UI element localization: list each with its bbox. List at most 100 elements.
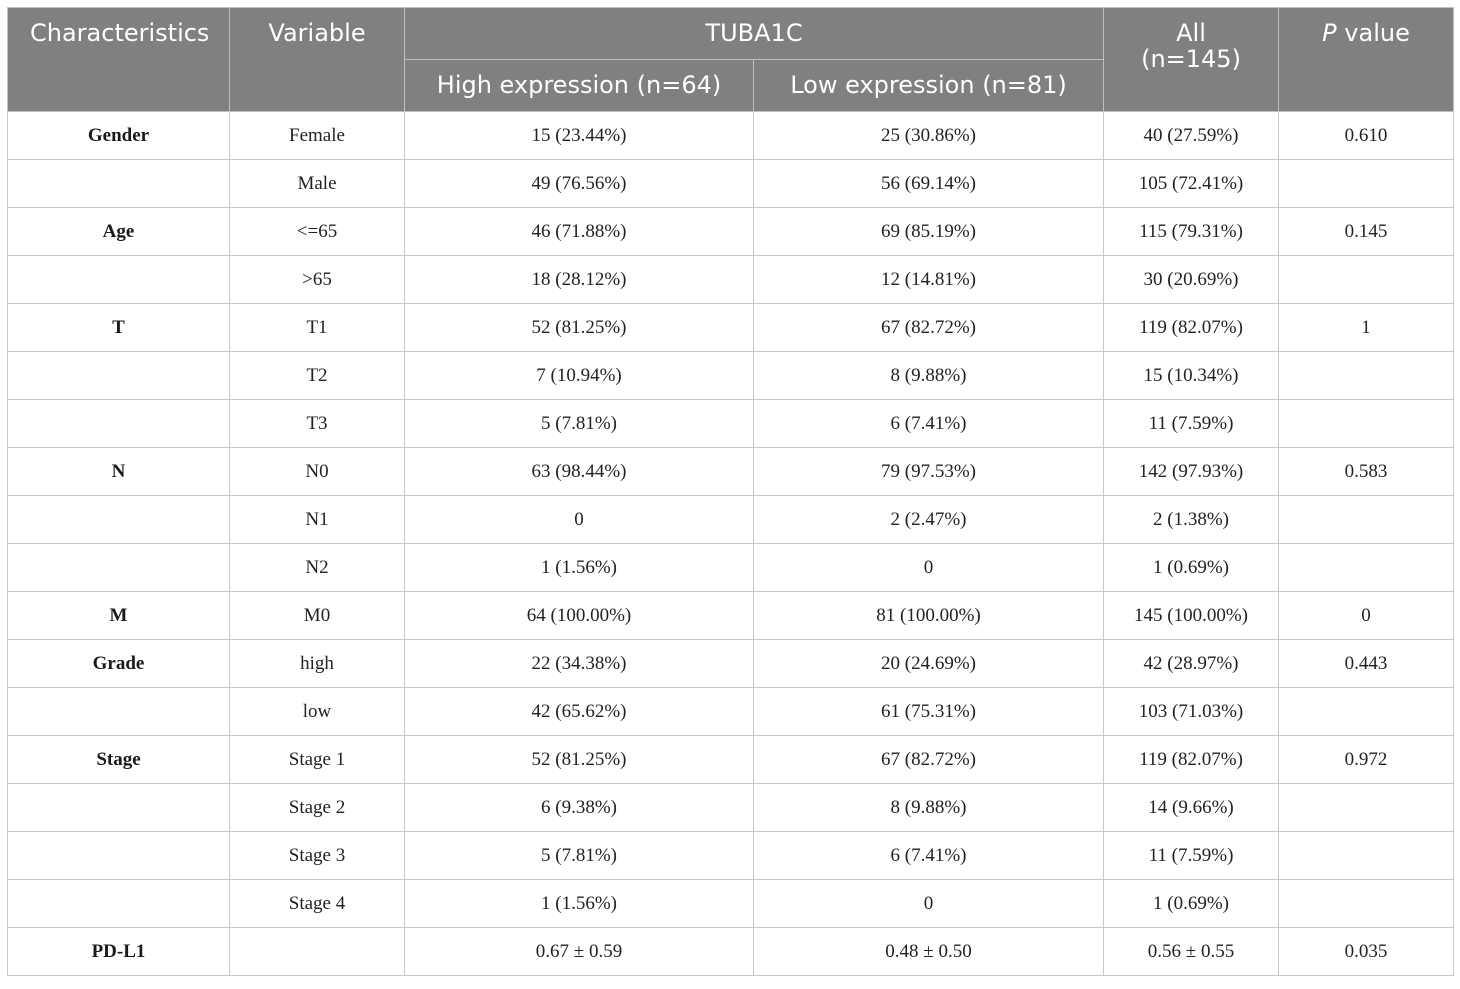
cell-low-expression: 6 (7.41%) — [752, 399, 1105, 448]
header-all: All (n=145) — [1103, 7, 1280, 112]
table-row: Gender Female 15 (23.44%) 25 (30.86%) 40 (27… — [7, 111, 1455, 160]
cell-characteristic — [7, 351, 230, 400]
cell-low-expression: 6 (7.41%) — [752, 831, 1105, 880]
cell-variable: low — [229, 687, 405, 736]
header-all-line2: (n=145) — [1141, 45, 1241, 74]
cell-characteristic — [7, 687, 230, 736]
table-header: Characteristics Variable TUBA1C All (n=1… — [7, 7, 1455, 112]
cell-characteristic — [7, 831, 230, 880]
table-row: Stage Stage 1 52 (81.25%) 67 (82.72%) 119 (8… — [7, 735, 1455, 784]
cell-characteristic — [7, 255, 230, 304]
cell-high-expression: 1 (1.56%) — [404, 879, 754, 928]
header-p-value-italic: P — [1322, 19, 1337, 47]
cell-variable: high — [229, 639, 405, 688]
table-row: Male 49 (76.56%) 56 (69.14%) 105 (72.41%) — [7, 159, 1455, 208]
cell-low-expression: 8 (9.88%) — [752, 783, 1105, 832]
cell-p-value — [1278, 687, 1455, 736]
cell-all: 11 (7.59%) — [1103, 831, 1280, 880]
cell-all: 105 (72.41%) — [1103, 159, 1280, 208]
cell-characteristic — [7, 879, 230, 928]
cell-all: 115 (79.31%) — [1103, 207, 1280, 256]
cell-all: 142 (97.93%) — [1103, 447, 1280, 496]
cell-high-expression: 5 (7.81%) — [404, 831, 754, 880]
header-high-expression: High expression (n=64) — [404, 59, 754, 112]
cell-characteristic — [7, 159, 230, 208]
cell-low-expression: 12 (14.81%) — [752, 255, 1105, 304]
cell-low-expression: 25 (30.86%) — [752, 111, 1105, 160]
cell-high-expression: 0 — [404, 495, 754, 544]
cell-all: 14 (9.66%) — [1103, 783, 1280, 832]
cell-characteristic: N — [7, 447, 230, 496]
cell-low-expression: 61 (75.31%) — [752, 687, 1105, 736]
cell-low-expression: 0 — [752, 543, 1105, 592]
cell-variable: Stage 1 — [229, 735, 405, 784]
cell-p-value: 0 — [1278, 591, 1455, 640]
cell-all: 119 (82.07%) — [1103, 303, 1280, 352]
cell-low-expression: 0 — [752, 879, 1105, 928]
cell-variable: <=65 — [229, 207, 405, 256]
cell-high-expression: 42 (65.62%) — [404, 687, 754, 736]
cell-high-expression: 5 (7.81%) — [404, 399, 754, 448]
cell-characteristic: T — [7, 303, 230, 352]
cell-p-value: 0.972 — [1278, 735, 1455, 784]
cell-variable: N0 — [229, 447, 405, 496]
cell-variable: Stage 2 — [229, 783, 405, 832]
cell-high-expression: 46 (71.88%) — [404, 207, 754, 256]
cell-characteristic — [7, 543, 230, 592]
cell-high-expression: 22 (34.38%) — [404, 639, 754, 688]
cell-low-expression: 0.48 ± 0.50 — [752, 927, 1105, 976]
cell-high-expression: 1 (1.56%) — [404, 543, 754, 592]
cell-all: 119 (82.07%) — [1103, 735, 1280, 784]
cell-high-expression: 7 (10.94%) — [404, 351, 754, 400]
cell-low-expression: 56 (69.14%) — [752, 159, 1105, 208]
cell-high-expression: 63 (98.44%) — [404, 447, 754, 496]
cell-low-expression: 67 (82.72%) — [752, 303, 1105, 352]
cell-high-expression: 52 (81.25%) — [404, 303, 754, 352]
cell-all: 2 (1.38%) — [1103, 495, 1280, 544]
cell-p-value: 0.145 — [1278, 207, 1455, 256]
cell-characteristic — [7, 495, 230, 544]
cell-high-expression: 64 (100.00%) — [404, 591, 754, 640]
table-row: >65 18 (28.12%) 12 (14.81%) 30 (20.69%) — [7, 255, 1455, 304]
cell-p-value — [1278, 351, 1455, 400]
cell-low-expression: 67 (82.72%) — [752, 735, 1105, 784]
header-variable: Variable — [229, 7, 405, 112]
header-row-2: High expression (n=64) Low expression (n… — [8, 59, 1454, 112]
header-p-value-rest: value — [1336, 19, 1410, 47]
cell-p-value — [1278, 543, 1455, 592]
cell-characteristic: M — [7, 591, 230, 640]
cell-all: 15 (10.34%) — [1103, 351, 1280, 400]
cell-characteristic — [7, 399, 230, 448]
cell-p-value: 0.583 — [1278, 447, 1455, 496]
cell-variable: T3 — [229, 399, 405, 448]
clinical-characteristics-table: Characteristics Variable TUBA1C All (n=1… — [7, 7, 1455, 976]
header-characteristics: Characteristics — [7, 7, 230, 112]
cell-high-expression: 0.67 ± 0.59 — [404, 927, 754, 976]
header-p-value: P value — [1278, 7, 1455, 112]
cell-low-expression: 79 (97.53%) — [752, 447, 1105, 496]
table-body: Gender Female 15 (23.44%) 25 (30.86%) 40 (27… — [7, 111, 1455, 976]
table-row: N2 1 (1.56%) 0 1 (0.69%) — [7, 543, 1455, 592]
cell-high-expression: 15 (23.44%) — [404, 111, 754, 160]
cell-high-expression: 52 (81.25%) — [404, 735, 754, 784]
table-row: PD-L1 0.67 ± 0.59 0.48 ± 0.50 0.56 ± 0.55 0.… — [7, 927, 1455, 976]
cell-characteristic: Stage — [7, 735, 230, 784]
cell-high-expression: 49 (76.56%) — [404, 159, 754, 208]
cell-variable: N1 — [229, 495, 405, 544]
cell-p-value — [1278, 879, 1455, 928]
clinical-characteristics-table-container: Characteristics Variable TUBA1C All (n=1… — [7, 7, 1455, 976]
cell-all: 1 (0.69%) — [1103, 543, 1280, 592]
cell-characteristic: Age — [7, 207, 230, 256]
cell-p-value — [1278, 399, 1455, 448]
cell-p-value: 0.035 — [1278, 927, 1455, 976]
cell-p-value — [1278, 159, 1455, 208]
cell-characteristic: PD-L1 — [7, 927, 230, 976]
table-row: M M0 64 (100.00%) 81 (100.00%) 145 (100.00%)… — [7, 591, 1455, 640]
table-row: Age <=65 46 (71.88%) 69 (85.19%) 115 (79.31%… — [7, 207, 1455, 256]
cell-all: 0.56 ± 0.55 — [1103, 927, 1280, 976]
table-row: T3 5 (7.81%) 6 (7.41%) 11 (7.59%) — [7, 399, 1455, 448]
cell-p-value — [1278, 831, 1455, 880]
